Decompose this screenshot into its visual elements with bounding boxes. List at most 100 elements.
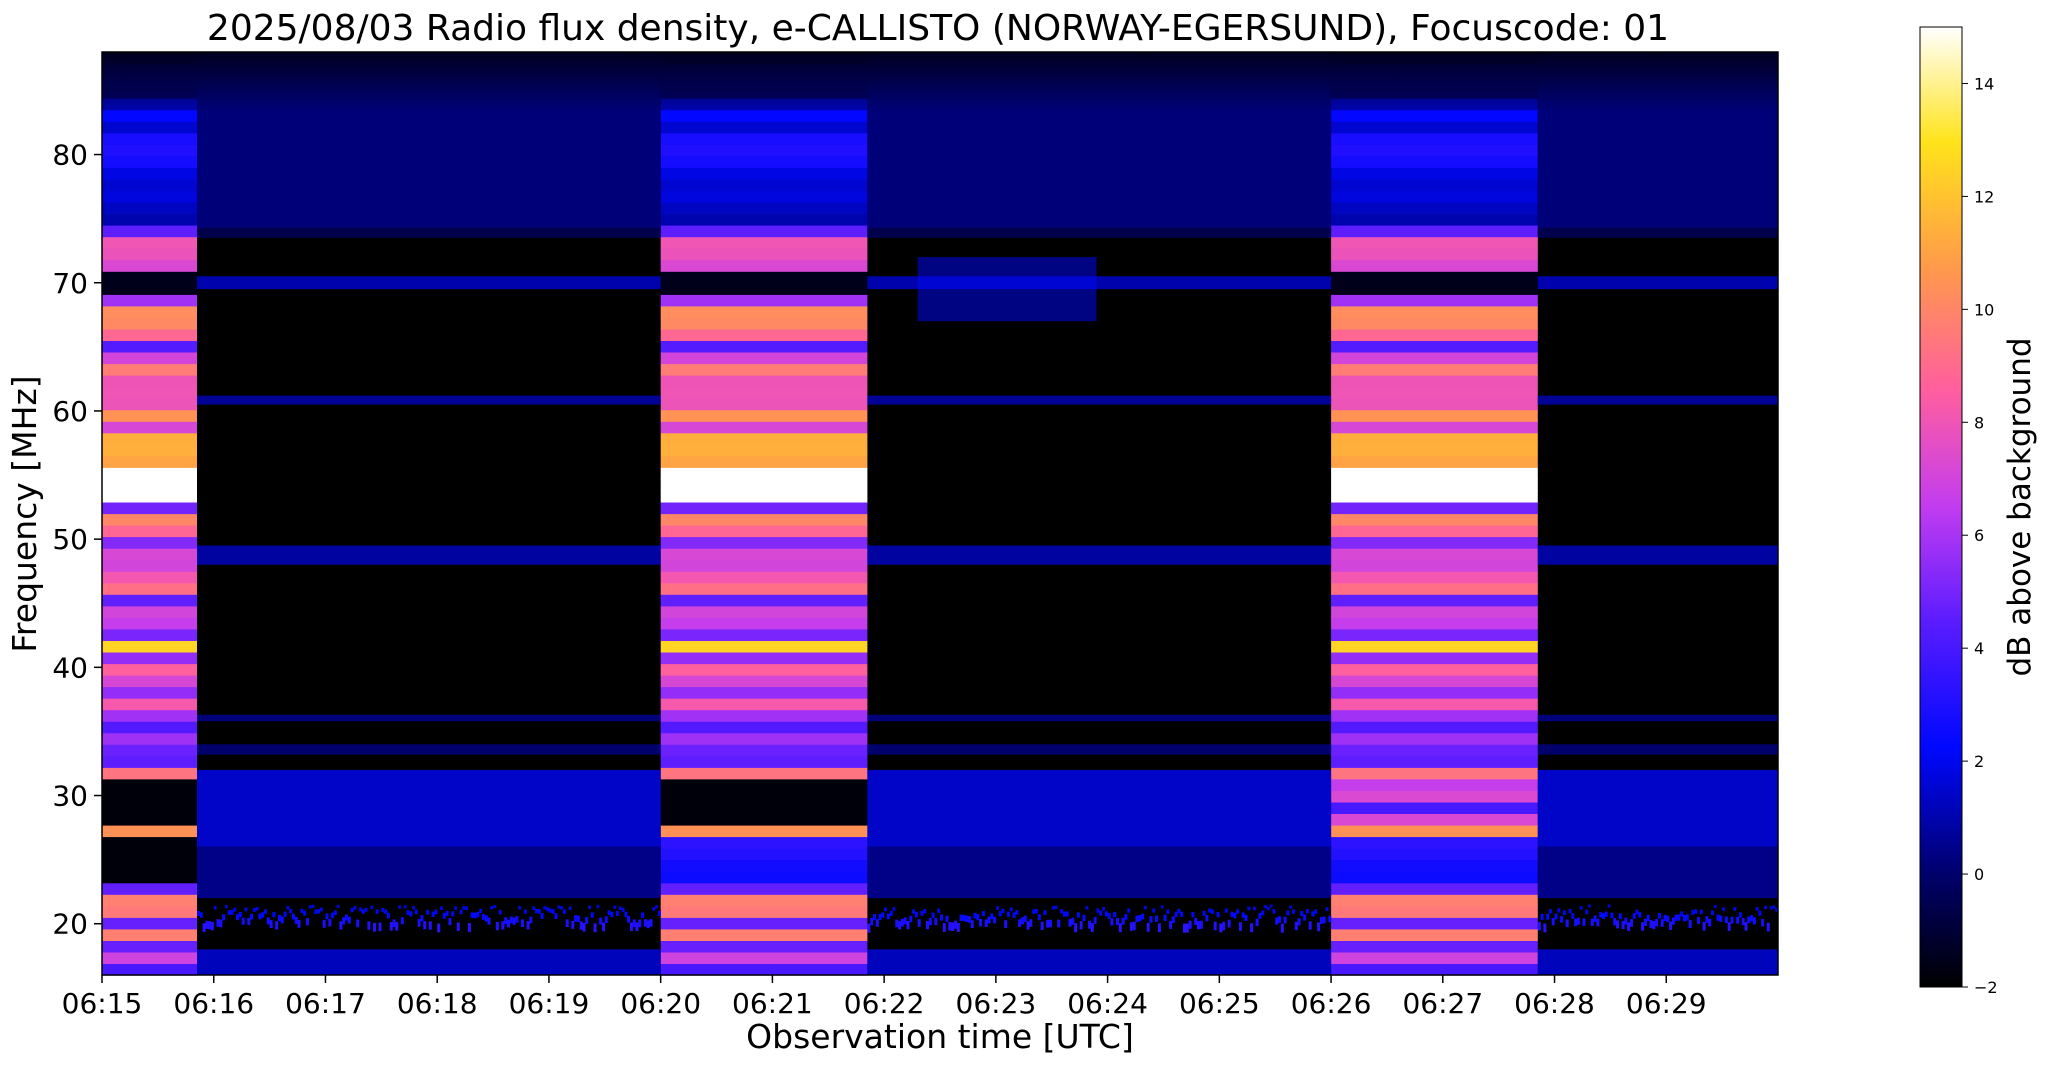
noise-speck <box>250 913 253 920</box>
noise-speck <box>1065 911 1069 917</box>
noise-speck <box>490 906 494 910</box>
noise-speck <box>305 918 309 926</box>
noise-speck <box>1088 920 1091 929</box>
noise-speck <box>1286 910 1290 916</box>
noise-speck <box>319 907 323 912</box>
noise-speck <box>942 923 946 932</box>
noise-speck <box>1660 919 1664 927</box>
noise-speck <box>1752 917 1756 925</box>
noise-speck <box>347 916 351 924</box>
noise-speck <box>269 920 273 928</box>
calibration-band <box>1331 801 1538 814</box>
noise-speck <box>613 905 617 909</box>
calibration-band <box>102 917 197 930</box>
calibration-band <box>660 652 868 665</box>
noise-speck <box>1641 922 1645 931</box>
noise-speck <box>906 921 910 930</box>
noise-speck <box>881 912 885 918</box>
noise-speck <box>426 909 429 915</box>
calibration-band <box>660 928 868 941</box>
calibration-band <box>660 571 868 584</box>
calibration-band <box>660 963 868 976</box>
noise-speck <box>878 914 882 920</box>
noise-speck <box>1124 913 1128 920</box>
noise-speck <box>1149 916 1153 923</box>
colorbar-tick-label: 4 <box>1974 639 1984 658</box>
noise-speck <box>632 919 636 928</box>
calibration-band <box>102 571 197 584</box>
noise-speck <box>548 908 552 913</box>
calibration-band <box>102 432 197 445</box>
noise-speck <box>1110 918 1114 926</box>
background-band <box>867 769 1332 847</box>
noise-speck <box>629 922 633 932</box>
calibration-band <box>102 167 197 180</box>
calibration-band <box>102 132 197 145</box>
calibration-band <box>660 363 868 376</box>
calibration-band <box>660 109 868 122</box>
noise-speck <box>1694 909 1698 914</box>
background-band <box>1537 744 1778 755</box>
calibration-band <box>1331 178 1538 191</box>
calibration-band <box>660 698 868 711</box>
background-band <box>197 949 661 975</box>
calibration-band <box>1331 202 1538 215</box>
background-band <box>197 744 661 755</box>
noise-speck <box>1258 913 1262 919</box>
noise-speck <box>1197 921 1200 930</box>
noise-speck <box>967 916 971 923</box>
noise-speck <box>1104 911 1108 917</box>
chart-title: 2025/08/03 Radio flux density, e-CALLIST… <box>207 8 1669 49</box>
noise-speck <box>588 905 591 909</box>
calibration-band <box>1331 744 1538 757</box>
noise-speck <box>406 910 410 915</box>
noise-speck <box>1208 908 1212 913</box>
calibration-band <box>102 790 197 803</box>
noise-speck <box>562 909 566 914</box>
noise-speck <box>308 905 312 909</box>
noise-speck <box>1236 909 1240 914</box>
calibration-band <box>102 882 197 895</box>
calibration-band <box>660 801 868 814</box>
calibration-band <box>660 144 868 157</box>
calibration-band <box>1331 813 1538 826</box>
noise-speck <box>1610 912 1614 919</box>
noise-speck <box>1143 905 1147 910</box>
noise-speck <box>467 923 471 932</box>
calibration-band <box>102 178 197 191</box>
noise-speck <box>1708 918 1712 927</box>
calibration-band <box>1331 248 1538 261</box>
noise-speck <box>641 912 645 918</box>
noise-speck <box>602 922 605 932</box>
noise-speck <box>395 922 399 931</box>
calibration-band <box>660 663 868 676</box>
calibration-band <box>660 155 868 168</box>
noise-speck <box>959 914 963 921</box>
noise-speck <box>1118 923 1122 933</box>
noise-speck <box>314 909 318 915</box>
noise-speck <box>970 920 974 929</box>
calibration-band <box>660 582 868 595</box>
heatmap-bands <box>102 52 1779 976</box>
noise-speck <box>1705 916 1709 923</box>
x-tick-label: 06:17 <box>285 987 366 1020</box>
noise-speck <box>1652 920 1656 929</box>
noise-speck <box>998 911 1002 917</box>
noise-speck <box>1275 917 1279 925</box>
noise-speck <box>481 913 485 920</box>
background-band <box>197 769 661 847</box>
noise-speck <box>1643 918 1647 926</box>
noise-speck <box>280 916 284 924</box>
noise-speck <box>1216 912 1220 918</box>
noise-speck <box>655 905 659 909</box>
calibration-band <box>660 121 868 134</box>
colorbar-tick-label: 2 <box>1974 752 1984 771</box>
noise-speck <box>509 916 513 924</box>
noise-speck <box>1079 921 1083 930</box>
noise-speck <box>236 914 240 921</box>
noise-speck <box>451 911 455 917</box>
x-tick-label: 06:26 <box>1291 987 1372 1020</box>
noise-speck <box>1557 908 1561 913</box>
noise-speck <box>1691 910 1695 915</box>
noise-speck <box>884 907 888 912</box>
